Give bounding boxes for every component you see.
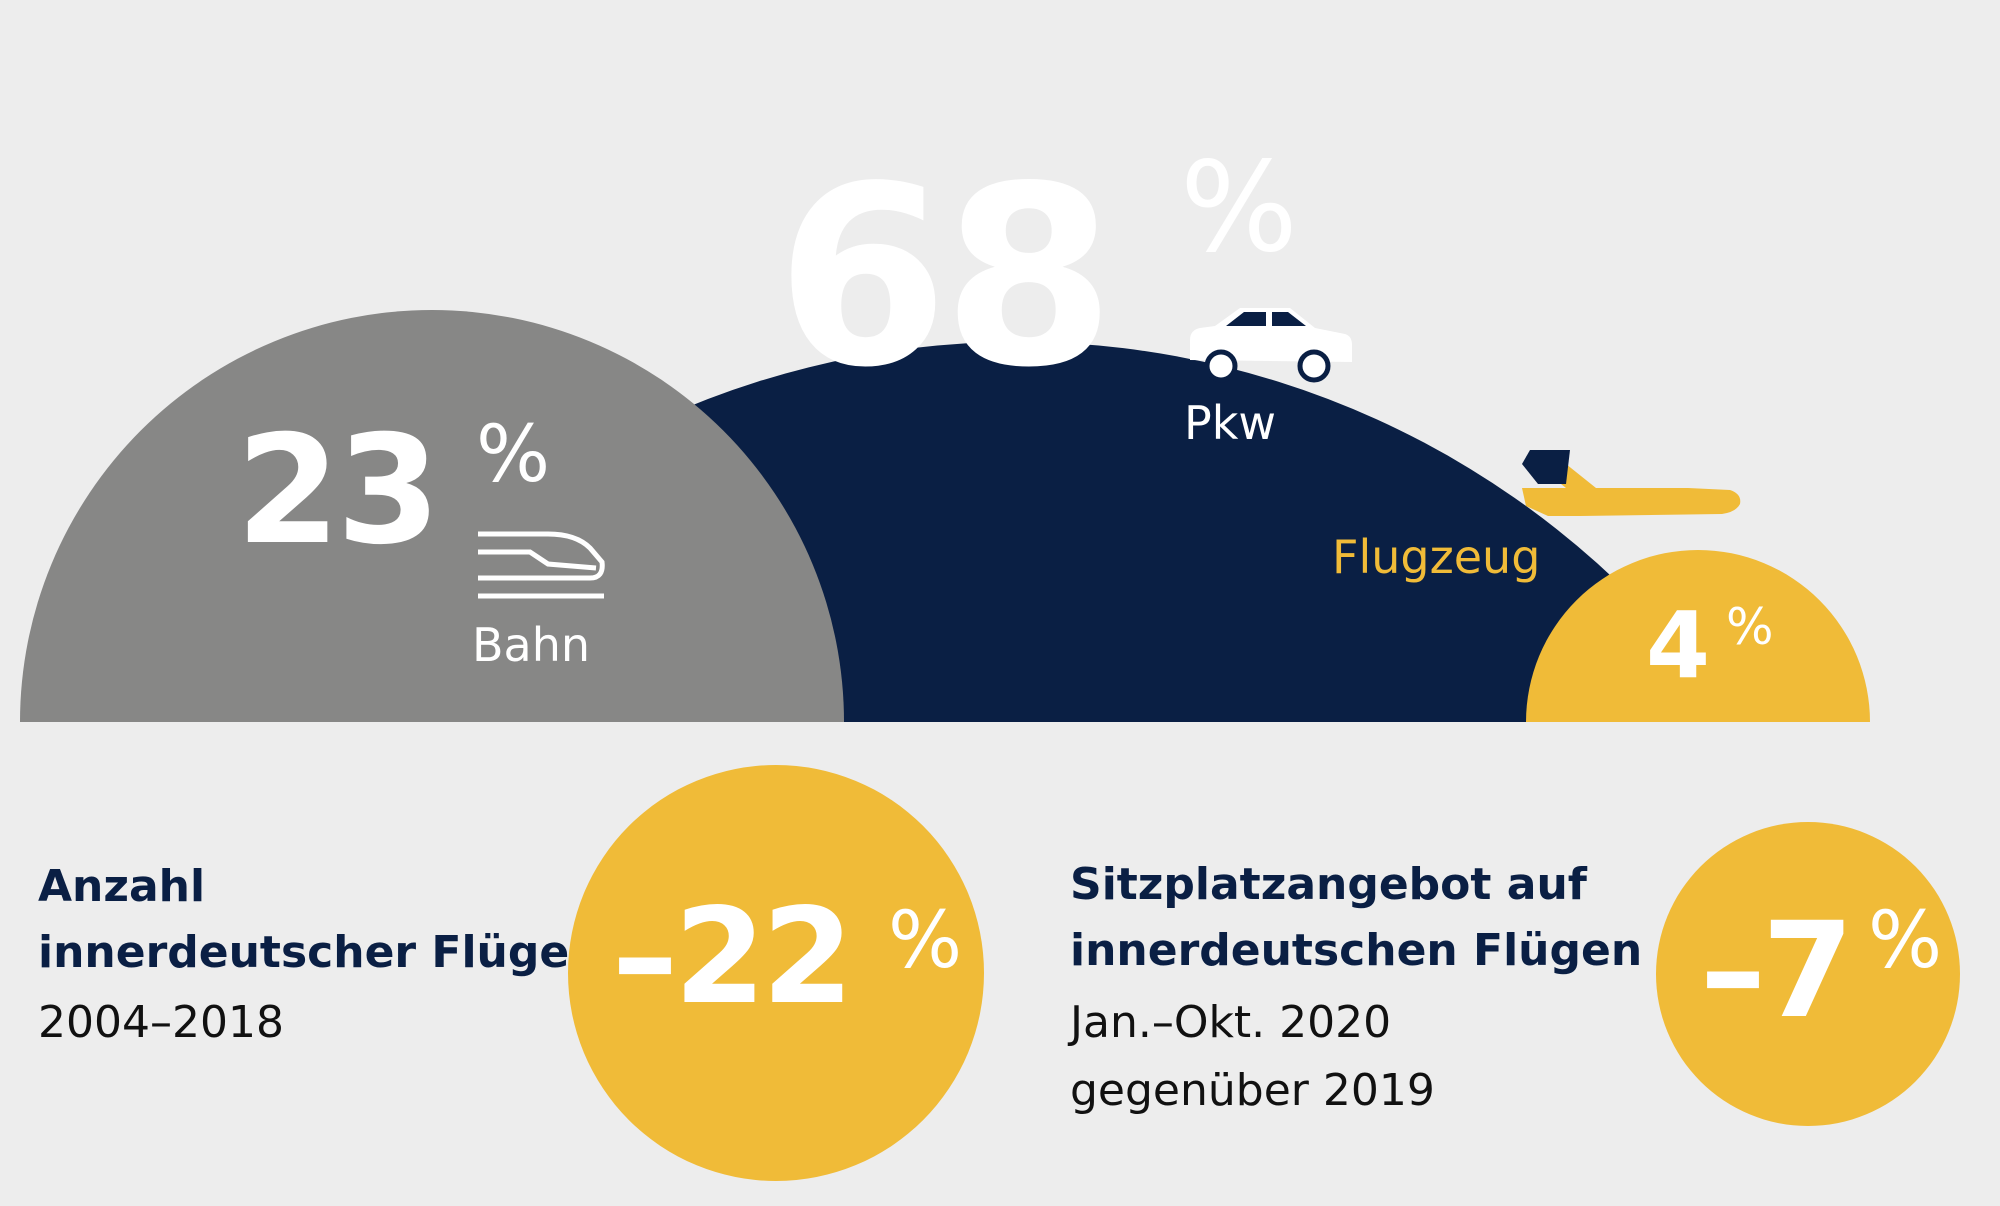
bahn-half-circle: [20, 310, 844, 722]
flugzeug-value: 4: [1646, 592, 1711, 699]
stat-value-flights: –22: [612, 880, 854, 1034]
bahn-unit: %: [476, 410, 551, 500]
stat-circle-flights: [568, 765, 984, 1181]
stat-subtitle: Jan.–Okt. 2020: [1070, 997, 1392, 1048]
stat-circle-seats: [1656, 822, 1960, 1126]
bahn-value: 23: [236, 404, 441, 578]
stat-title-line2: innerdeutschen Flügen: [1070, 925, 1643, 976]
bahn-label: Bahn: [472, 618, 591, 672]
airplane-icon: [1522, 450, 1741, 516]
stat-title-line1: Anzahl: [38, 861, 206, 912]
pkw-label: Pkw: [1184, 396, 1276, 450]
pkw-value: 68: [776, 134, 1115, 422]
stat-subtitle-line2: gegenüber 2019: [1070, 1065, 1435, 1116]
flugzeug-half-circle: [1526, 550, 1870, 722]
stat-subtitle: 2004–2018: [38, 997, 284, 1048]
pkw-unit: %: [1180, 136, 1298, 280]
flugzeug-unit: %: [1726, 598, 1774, 656]
car-icon: [1190, 308, 1352, 383]
stat-title-line2: innerdeutscher Flüge: [38, 927, 570, 978]
stat-value-seats: –7: [1700, 894, 1854, 1048]
stat-unit-seats: %: [1868, 896, 1943, 986]
flugzeug-label: Flugzeug: [1332, 530, 1541, 584]
stat-unit-flights: %: [888, 896, 963, 986]
train-icon: [478, 531, 605, 599]
stat-title-line1: Sitzplatzangebot auf: [1070, 859, 1587, 910]
